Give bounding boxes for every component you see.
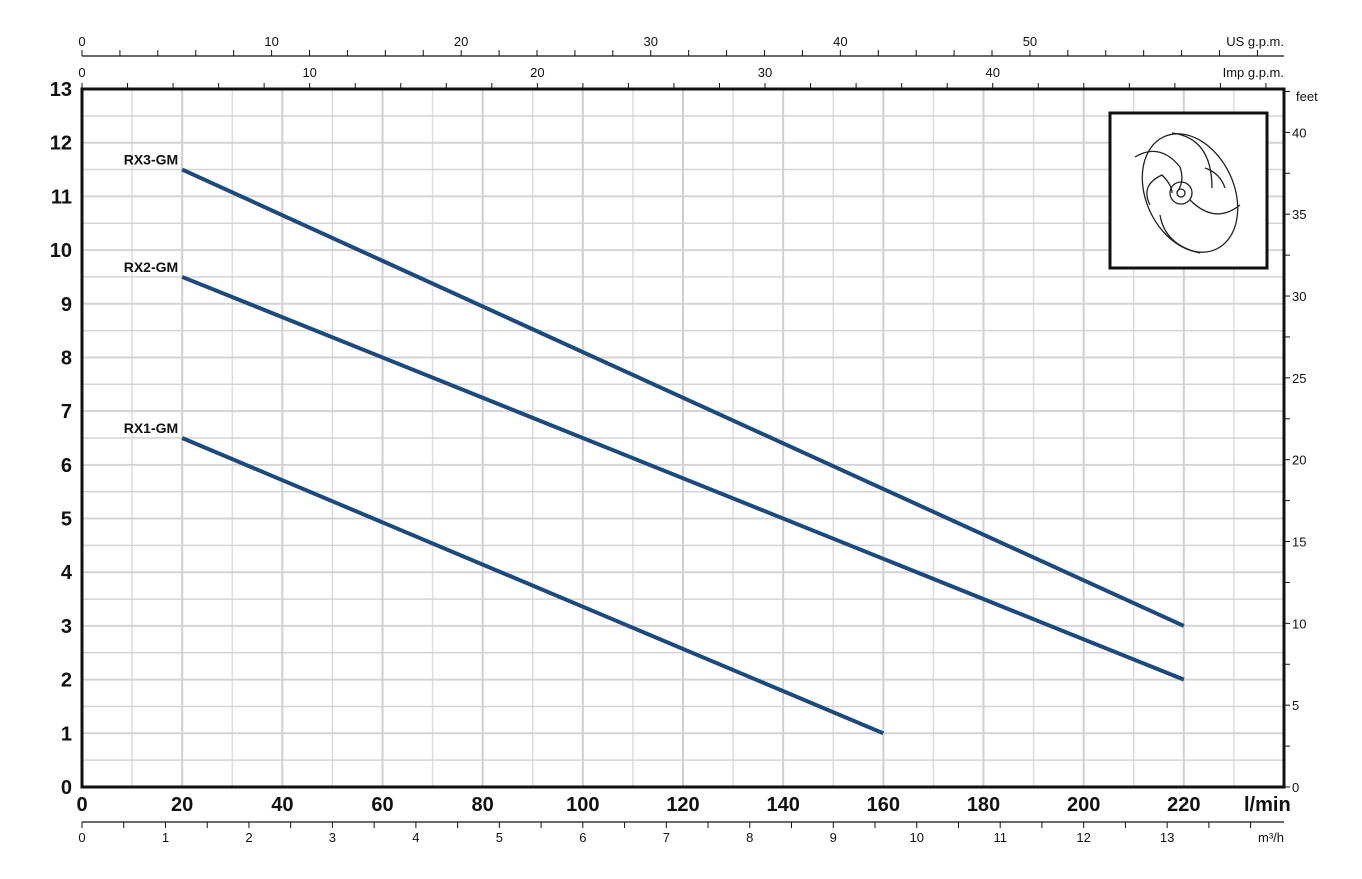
feet-tick-label: 35 — [1292, 207, 1306, 222]
us-gpm-tick-label: 30 — [644, 34, 658, 49]
y-tick-label: 7 — [61, 401, 72, 423]
y-tick-label: 1 — [61, 723, 72, 745]
x-tick-label: 20 — [171, 794, 193, 816]
series-label: RX1-GM — [124, 420, 178, 436]
m3h-tick-label: 1 — [162, 830, 169, 845]
y-tick-label: 12 — [50, 133, 72, 155]
m3h-tick-label: 6 — [579, 830, 586, 845]
x-tick-label: 0 — [76, 794, 87, 816]
y-tick-label: 10 — [50, 240, 72, 262]
x-tick-label: 40 — [271, 794, 293, 816]
y-tick-label: 5 — [61, 509, 72, 531]
feet-tick-label: 0 — [1292, 780, 1299, 795]
series-line-rx1-gm — [181, 436, 885, 736]
imp-gpm-tick-label: 10 — [302, 65, 316, 80]
m3h-tick-label: 5 — [496, 830, 503, 845]
y-tick-label: 6 — [61, 455, 72, 477]
feet-tick-label: 15 — [1292, 535, 1306, 550]
m3h-tick-label: 8 — [746, 830, 753, 845]
x-tick-label: 120 — [666, 794, 699, 816]
feet-tick-label: 40 — [1292, 125, 1306, 140]
m3h-tick-label: 3 — [329, 830, 336, 845]
y-tick-label: 2 — [61, 670, 72, 692]
m3h-tick-label: 7 — [663, 830, 670, 845]
impeller-icon — [1134, 132, 1241, 254]
series-labels: RX3-GM RX2-GM RX1-GM — [124, 152, 178, 436]
x-tick-label: 80 — [472, 794, 494, 816]
series-label: RX3-GM — [124, 152, 178, 168]
imp-gpm-tick-label: 40 — [985, 65, 999, 80]
m3h-tick-label: 11 — [993, 830, 1007, 845]
series-line-rx3-gm — [181, 167, 1185, 628]
feet-axis-label: feet — [1296, 89, 1318, 104]
x-tick-label: 220 — [1167, 794, 1200, 816]
series-label: RX2-GM — [124, 259, 178, 275]
us-gpm-tick-label: 0 — [78, 34, 85, 49]
feet-tick-label: 5 — [1292, 698, 1299, 713]
m3h-tick-label: 2 — [245, 830, 252, 845]
m3h-tick-label: 4 — [412, 830, 419, 845]
impeller-inset — [1108, 111, 1269, 270]
m3h-tick-label: 12 — [1076, 830, 1090, 845]
m3h-axis-label: m³/h — [1258, 830, 1284, 845]
m3h-tick-label: 13 — [1160, 830, 1174, 845]
x-tick-label: 100 — [566, 794, 599, 816]
x-tick-label: 140 — [766, 794, 799, 816]
imp-gpm-tick-label: 0 — [78, 65, 85, 80]
y-tick-label: 8 — [61, 347, 72, 369]
us-gpm-tick-label: 50 — [1023, 34, 1037, 49]
m3h-tick-label: 10 — [909, 830, 923, 845]
y-tick-label: 4 — [61, 562, 73, 584]
feet-tick-label: 10 — [1292, 616, 1306, 631]
feet-tick-label: 25 — [1292, 371, 1306, 386]
us-gpm-axis-label: US g.p.m. — [1226, 34, 1284, 49]
x-tick-label: 200 — [1067, 794, 1100, 816]
feet-tick-label: 20 — [1292, 453, 1306, 468]
y-tick-label: 11 — [51, 186, 72, 208]
us-gpm-tick-label: 40 — [833, 34, 847, 49]
m3h-tick-label: 0 — [78, 830, 85, 845]
y-tick-label: 0 — [61, 777, 72, 799]
y-tick-label: 13 — [50, 79, 72, 101]
x-axis-label: l/min — [1244, 794, 1291, 816]
x-tick-label: 160 — [867, 794, 900, 816]
imp-gpm-tick-label: 20 — [530, 65, 544, 80]
y-tick-label: 3 — [61, 616, 72, 638]
series-lines — [181, 167, 1185, 736]
feet-tick-label: 30 — [1292, 289, 1306, 304]
x-tick-label: 60 — [371, 794, 393, 816]
series-line-rx2-gm — [181, 275, 1185, 682]
m3h-tick-label: 9 — [830, 830, 837, 845]
imp-gpm-tick-label: 30 — [758, 65, 772, 80]
us-gpm-tick-label: 10 — [264, 34, 278, 49]
plot-frame — [80, 87, 1286, 789]
grid — [82, 89, 1284, 787]
x-tick-label: 180 — [967, 794, 1000, 816]
y-tick-label: 9 — [61, 294, 72, 316]
imp-gpm-axis-label: Imp g.p.m. — [1223, 65, 1284, 80]
us-gpm-tick-label: 20 — [454, 34, 468, 49]
